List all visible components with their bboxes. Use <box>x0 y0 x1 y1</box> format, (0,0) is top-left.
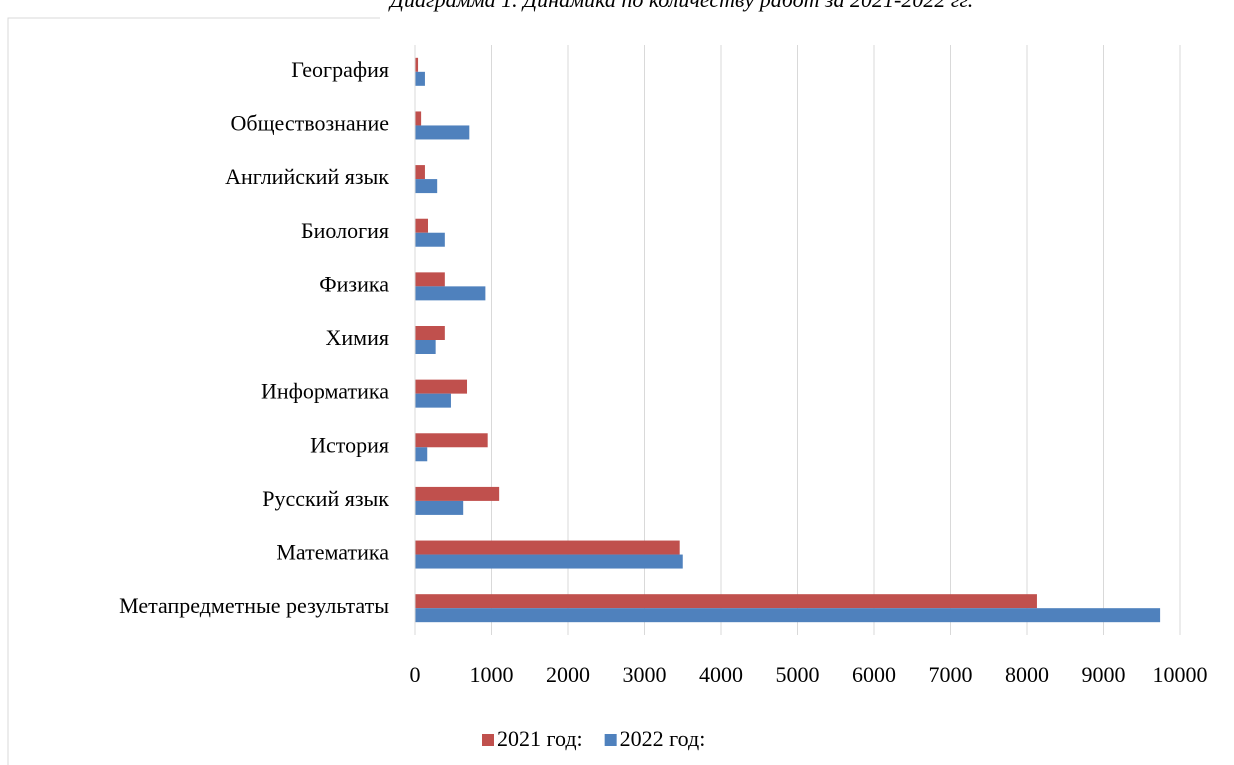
bar <box>415 486 500 501</box>
y-tick-label: Русский язык <box>262 486 389 511</box>
bar <box>415 608 1161 623</box>
legend-label: 2021 год: <box>497 726 583 751</box>
y-tick-label: История <box>310 432 389 457</box>
y-tick-label: География <box>291 57 389 82</box>
bar <box>415 71 425 86</box>
bar <box>415 340 436 354</box>
x-tick-label: 1000 <box>470 662 514 687</box>
y-tick-label: Биология <box>301 218 389 243</box>
x-tick-label: 8000 <box>1005 662 1049 687</box>
bar <box>415 232 445 247</box>
bar <box>415 125 470 140</box>
x-tick-label: 2000 <box>546 662 590 687</box>
bar <box>415 218 429 233</box>
bar <box>415 554 683 569</box>
bar <box>415 326 445 340</box>
y-tick-label: Обществознание <box>231 111 390 136</box>
y-tick-label: Метапредметные результаты <box>119 593 389 618</box>
bar <box>415 393 451 408</box>
chart-border <box>7 17 1234 765</box>
bar <box>415 57 419 72</box>
bar <box>415 447 428 462</box>
y-tick-label: Информатика <box>261 379 389 404</box>
x-tick-label: 7000 <box>929 662 973 687</box>
y-tick-label: Химия <box>326 325 389 350</box>
bar <box>415 286 486 301</box>
x-tick-label: 3000 <box>623 662 667 687</box>
bar <box>415 433 488 448</box>
bar <box>415 540 680 555</box>
y-tick-label: Математика <box>276 540 389 565</box>
bar <box>415 179 438 194</box>
x-tick-label: 6000 <box>852 662 896 687</box>
legend-swatch <box>482 734 494 746</box>
bar <box>415 165 425 180</box>
bar <box>415 379 468 394</box>
bar <box>415 111 422 126</box>
legend-label: 2022 год: <box>620 726 706 751</box>
bar <box>415 272 445 287</box>
bar <box>415 500 464 515</box>
x-tick-label: 10000 <box>1153 662 1208 687</box>
y-tick-label: Английский язык <box>225 164 389 189</box>
x-tick-label: 4000 <box>699 662 743 687</box>
bar <box>415 594 1037 609</box>
x-tick-label: 0 <box>410 662 421 687</box>
chart-title: Диаграмма 1. Динамика по количеству рабо… <box>388 0 973 12</box>
x-tick-label: 9000 <box>1082 662 1126 687</box>
y-tick-label: Физика <box>319 271 389 296</box>
title-bg <box>380 0 1234 34</box>
legend-swatch <box>604 734 617 746</box>
x-tick-label: 5000 <box>776 662 820 687</box>
